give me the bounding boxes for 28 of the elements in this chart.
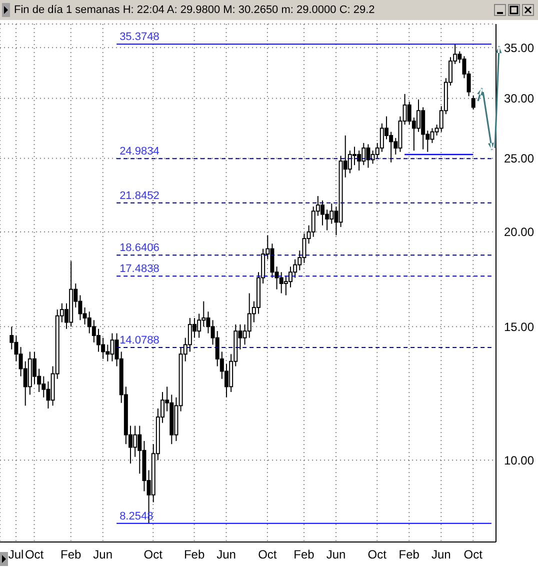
y-tick-label: 35.00 — [504, 40, 534, 55]
x-tick-label: Jun — [216, 548, 236, 562]
x-tick-label: Feb — [398, 548, 420, 562]
x-tick-label: Jun — [93, 548, 113, 562]
x-tick-label: Oct — [258, 548, 278, 562]
x-tick-label: Oct — [144, 548, 164, 562]
y-tick-label: 25.00 — [504, 152, 534, 166]
x-tick-label: Jun — [326, 548, 346, 562]
ref-line-label: 18.6406 — [120, 242, 160, 254]
x-tick-label: Jul — [8, 548, 24, 562]
x-tick-label: Jun — [431, 548, 451, 562]
x-tick-label: Feb — [184, 548, 205, 562]
ref-line-label: 24.9834 — [120, 146, 160, 158]
x-tick-label: Feb — [60, 548, 82, 562]
ref-line-label: 14.0788 — [120, 334, 160, 347]
y-tick-label: 20.00 — [504, 225, 534, 240]
candlestick — [471, 94, 476, 110]
y-tick-label: 15.00 — [504, 320, 534, 334]
ref-line-label: 17.4838 — [120, 263, 160, 276]
x-tick-label: Oct — [368, 548, 388, 562]
x-tick-label: Oct — [464, 548, 484, 562]
x-tick-label: Feb — [294, 548, 315, 562]
ref-line-label: 35.3748 — [120, 31, 160, 44]
x-tick-label: Oct — [24, 548, 44, 562]
chart-title: Fin de día 1 semanas H: 22:04 A: 29.9800 M: 30.2650 m: 29.0000 C: 29.2 — [14, 4, 376, 16]
y-tick-label: 30.00 — [504, 92, 534, 106]
ref-line-label: 21.8452 — [120, 190, 160, 202]
y-tick-label: 10.00 — [504, 453, 534, 468]
